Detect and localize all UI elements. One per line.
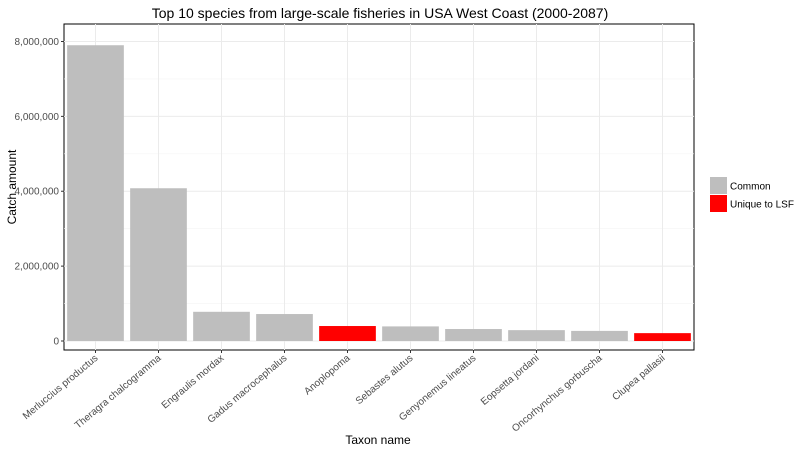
bar [256, 314, 313, 341]
bar [571, 330, 628, 341]
x-tick-label: Engraulis mordax [160, 353, 227, 411]
x-tick-label: Eopsetta jordani [479, 353, 541, 408]
bar [67, 45, 124, 341]
bars [67, 45, 691, 341]
y-tick-label: 2,000,000 [15, 262, 60, 273]
y-tick-label: 0 [53, 337, 59, 348]
bar [193, 311, 250, 341]
bar [445, 329, 502, 341]
y-axis-ticks: 0 2,000,000 4,000,000 6,000,000 8,000,000 [15, 37, 64, 348]
legend-label: Unique to LSF [730, 200, 794, 211]
x-axis-title: Taxon name [345, 433, 411, 447]
legend-label: Common [730, 182, 771, 193]
y-tick-label: 6,000,000 [15, 112, 60, 123]
legend-swatch [710, 177, 727, 194]
chart-title: Top 10 species from large-scale fisherie… [152, 5, 609, 21]
legend: Common Unique to LSF [710, 177, 794, 212]
bar [508, 330, 565, 341]
y-tick-label: 4,000,000 [15, 187, 60, 198]
x-tick-label: Clupea pallasii [611, 353, 668, 403]
x-tick-label: Anoplopoma [302, 353, 352, 398]
legend-swatch [710, 195, 727, 212]
y-tick-label: 8,000,000 [15, 37, 60, 48]
bar [319, 326, 376, 341]
bar [382, 326, 439, 341]
bar [634, 333, 691, 341]
x-tick-label: Sebastes alutus [354, 353, 416, 407]
y-axis-title: Catch amount [5, 149, 19, 224]
bar [130, 188, 187, 341]
